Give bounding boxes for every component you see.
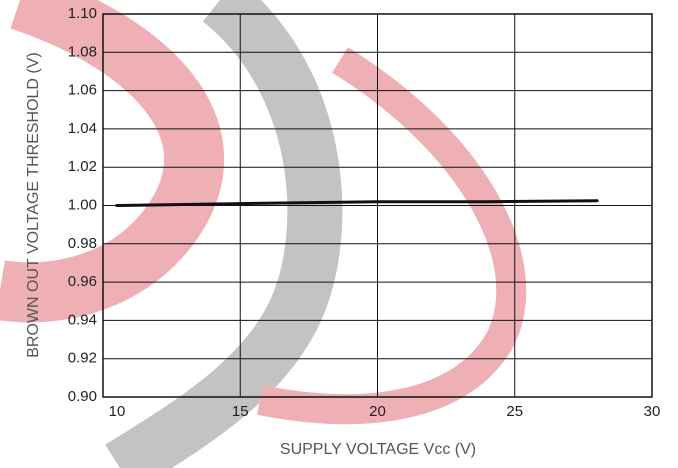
y-tick-label: 0.92 xyxy=(68,350,97,367)
x-axis-title: SUPPLY VOLTAGE Vcc (V) xyxy=(280,441,476,458)
y-tick-label: 1.02 xyxy=(68,158,97,175)
x-tick-label: 10 xyxy=(109,403,126,420)
y-tick-label: 0.94 xyxy=(68,311,97,328)
y-tick-label: 0.96 xyxy=(68,273,97,290)
x-tick-label: 30 xyxy=(644,403,661,420)
y-tick-label: 1.06 xyxy=(68,82,97,99)
y-tick-label: 1.08 xyxy=(68,43,97,60)
y-tick-label: 1.00 xyxy=(68,196,97,213)
x-tick-label: 15 xyxy=(232,403,249,420)
y-tick-label: 1.04 xyxy=(68,120,97,137)
x-tick-label: 20 xyxy=(369,403,386,420)
x-tick-label: 25 xyxy=(506,403,523,420)
y-axis-title: BROWN OUT VOLTAGE THRESHOLD (V) xyxy=(25,52,42,358)
y-tick-label: 1.10 xyxy=(68,5,97,22)
y-tick-label: 0.98 xyxy=(68,235,97,252)
chart: SUPPLY VOLTAGE Vcc (V) BROWN OUT VOLTAGE… xyxy=(0,0,678,468)
y-tick-label: 0.90 xyxy=(68,388,97,405)
page: {"chart_data": {"type": "line", "xlabel"… xyxy=(0,0,678,468)
